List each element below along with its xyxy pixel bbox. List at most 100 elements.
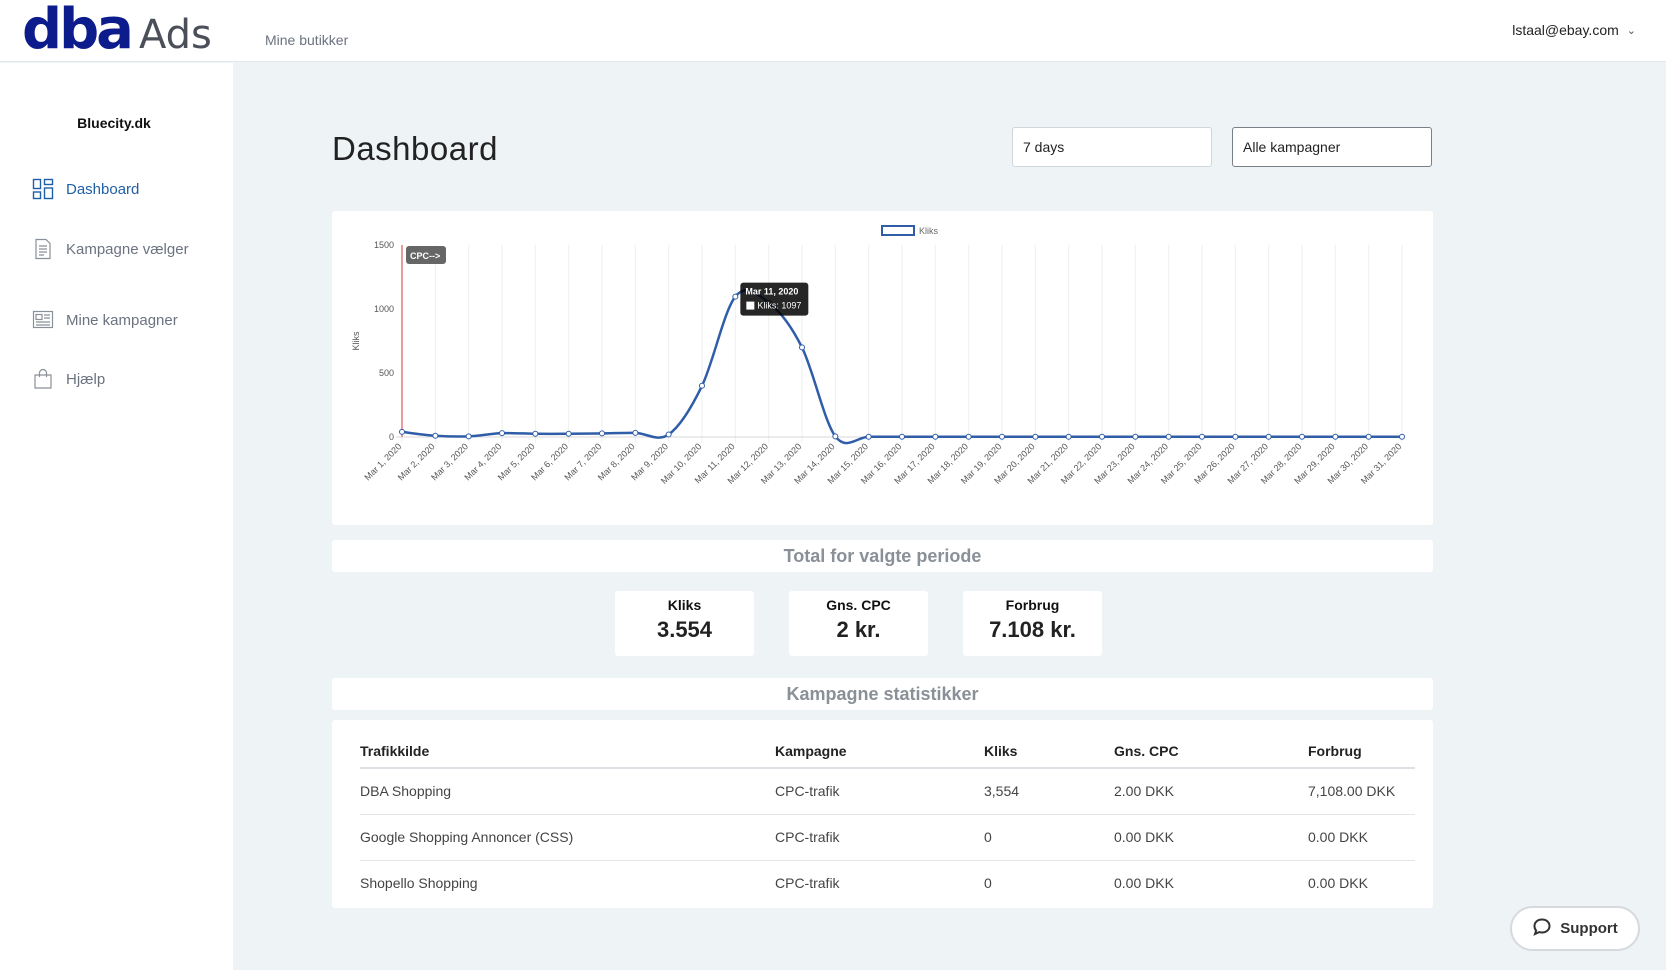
stat-value: 2 kr. — [836, 617, 881, 642]
cell-trafikkilde: DBA Shopping — [360, 768, 775, 815]
cell-trafikkilde: Shopello Shopping — [360, 875, 478, 892]
data-point — [599, 430, 605, 437]
cell-kliks: 3,554 — [984, 768, 1114, 815]
stat-card-kliks: Kliks 3.554 — [615, 591, 754, 656]
data-point — [699, 382, 705, 389]
cell-forbrug: 7,108.00 DKK — [1308, 768, 1415, 815]
cpc-annotation-label: CPC--> — [410, 251, 440, 261]
sidebar-item-label: Mine kampagner — [66, 311, 178, 329]
cell-gns-cpc: 0.00 DKK — [1114, 875, 1174, 892]
data-point — [999, 433, 1005, 440]
dba-ads-logo[interactable]: dba Ads — [22, 0, 212, 62]
table-row: DBA Shopping CPC-trafik 3,554 2.00 DKK 7… — [360, 768, 1415, 815]
sidebar: Bluecity.dk Dashboard Kampagne vælger Mi… — [0, 63, 233, 970]
user-menu[interactable]: lstaal@ebay.com ⌄ — [1512, 22, 1636, 38]
cell-kampagne: CPC-trafik — [775, 875, 840, 892]
data-point — [499, 430, 505, 437]
column-header-forbrug[interactable]: Forbrug — [1308, 720, 1415, 769]
table-row: Google Shopping Annoncer (CSS) CPC-trafi… — [360, 814, 1415, 861]
data-point — [665, 431, 672, 438]
tooltip-box — [740, 282, 809, 316]
data-point — [1332, 433, 1339, 440]
cell-kliks: 0 — [984, 875, 992, 892]
user-email: lstaal@ebay.com — [1512, 22, 1619, 38]
data-point — [799, 344, 805, 351]
period-select-value: 7 days — [1023, 139, 1065, 155]
sidebar-item-hjaelp[interactable]: Hjælp — [32, 368, 105, 390]
campaign-select[interactable]: Alle kampagner — [1232, 127, 1432, 167]
sidebar-item-dashboard[interactable]: Dashboard — [32, 178, 139, 200]
cell-forbrug: 0.00 DKK — [1308, 814, 1415, 861]
support-label: Support — [1560, 920, 1618, 937]
campaign-stats-card: Trafikkilde Kampagne Kliks Gns. CPC Forb… — [332, 720, 1433, 908]
column-header-trafikkilde[interactable]: Trafikkilde — [360, 720, 775, 769]
cpc-annotation-box — [406, 246, 446, 264]
data-point — [899, 433, 905, 440]
stat-card-cpc: Gns. CPC 2 kr. — [789, 591, 928, 656]
data-point — [1165, 433, 1172, 440]
data-point — [1399, 433, 1405, 440]
cell-kampagne: CPC-trafik — [775, 814, 984, 861]
tooltip-label: Kliks: 1097 — [757, 301, 801, 311]
cell-trafikkilde: Google Shopping Annoncer (CSS) — [360, 814, 775, 861]
sidebar-item-label: Hjælp — [66, 370, 106, 388]
data-point — [1132, 433, 1139, 440]
data-point — [965, 433, 972, 440]
data-point — [1099, 433, 1105, 440]
data-point — [1032, 433, 1039, 440]
data-point — [732, 293, 739, 300]
legend-swatch — [881, 225, 915, 236]
cell-gns-cpc: 2.00 DKK — [1114, 768, 1308, 815]
tooltip-swatch — [746, 301, 755, 310]
cell-kampagne: CPC-trafik — [775, 768, 984, 815]
campaign-stats-table: Trafikkilde Kampagne Kliks Gns. CPC Forb… — [360, 720, 1415, 906]
legend-label: Kliks — [919, 226, 939, 236]
data-point — [532, 430, 539, 437]
column-header-kampagne[interactable]: Kampagne — [775, 720, 984, 769]
y-axis-label: Kliks — [351, 331, 361, 351]
cell-kliks: 0 — [984, 814, 1114, 861]
clicks-chart-card: 0 500 1000 1500 Kliks Mar 1, 2020 Mar 2, 2020 M… — [332, 211, 1433, 525]
campaign-stats-heading: Kampagne statistikker — [332, 678, 1433, 710]
data-point — [832, 433, 839, 440]
logo-dba-text: dba — [22, 0, 134, 62]
data-point — [632, 429, 639, 436]
table-header-row: Trafikkilde Kampagne Kliks Gns. CPC Forb… — [360, 720, 1415, 769]
data-point — [1265, 433, 1272, 440]
data-point — [932, 433, 939, 440]
chevron-down-icon: ⌄ — [1626, 24, 1636, 37]
data-point — [865, 433, 872, 440]
chat-bubble-icon — [1532, 917, 1552, 941]
cell-gns-cpc: 0.00 DKK — [1114, 814, 1308, 861]
y-tick-label: 0 — [389, 432, 394, 442]
data-point — [565, 430, 572, 437]
nav-mine-butikker[interactable]: Mine butikker — [265, 32, 349, 48]
stat-label: Kliks — [667, 597, 702, 613]
stat-card-forbrug: Forbrug 7.108 kr. — [963, 591, 1102, 656]
data-point — [1232, 433, 1239, 440]
data-point — [1365, 433, 1372, 440]
data-point — [1199, 433, 1205, 440]
data-point — [465, 433, 472, 440]
campaign-select-value: Alle kampagner — [1243, 139, 1341, 155]
top-header: dba Ads Mine butikker lstaal@ebay.com ⌄ — [0, 0, 1666, 62]
column-header-gns-cpc[interactable]: Gns. CPC — [1114, 720, 1308, 769]
support-button[interactable]: Support — [1510, 906, 1640, 951]
tooltip-title: Mar 11, 2020 — [745, 287, 798, 297]
newspaper-icon — [32, 309, 54, 331]
y-tick-label: 1000 — [374, 304, 394, 314]
y-tick-label: 500 — [379, 368, 394, 378]
sidebar-item-kampagne-vaelger[interactable]: Kampagne vælger — [32, 238, 189, 260]
shop-name: Bluecity.dk — [77, 115, 151, 131]
data-point — [399, 428, 405, 435]
logo-ads-text: Ads — [138, 12, 212, 58]
column-header-kliks[interactable]: Kliks — [984, 720, 1114, 769]
data-point — [432, 432, 439, 439]
data-point — [1065, 433, 1072, 440]
sidebar-item-mine-kampagner[interactable]: Mine kampagner — [32, 309, 178, 331]
page-title: Dashboard — [332, 130, 498, 167]
period-select[interactable]: 7 days — [1012, 127, 1212, 167]
stat-label: Gns. CPC — [826, 597, 891, 613]
table-row: Shopello Shopping CPC-trafik 0 0.00 DKK … — [360, 860, 1415, 906]
